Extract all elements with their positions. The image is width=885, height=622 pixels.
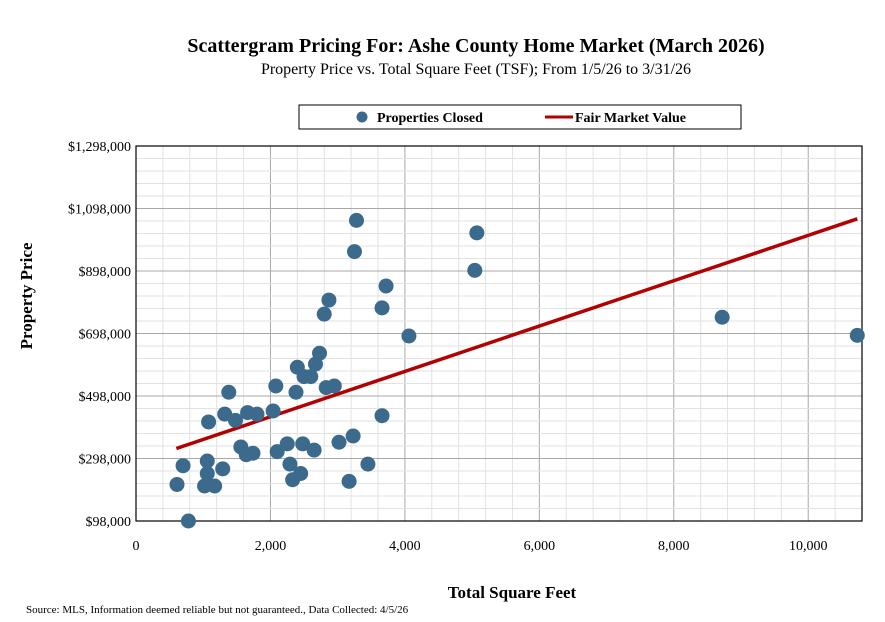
data-point <box>199 453 215 469</box>
data-point <box>348 212 364 228</box>
data-point <box>288 384 304 400</box>
data-point <box>374 408 390 424</box>
data-point <box>175 458 191 474</box>
legend-box <box>298 104 742 130</box>
x-axis-title: Total Square Feet <box>448 583 577 602</box>
data-point <box>180 513 196 529</box>
legend-label-fair-market-value: Fair Market Value <box>575 111 686 126</box>
x-tick-label: 4,000 <box>389 539 421 554</box>
data-point <box>331 434 347 450</box>
data-point <box>303 369 319 385</box>
data-point <box>199 466 215 481</box>
data-point <box>306 442 322 458</box>
y-tick-label: $98,000 <box>86 515 132 530</box>
data-point <box>293 466 309 481</box>
y-tick-label: $698,000 <box>79 328 132 343</box>
x-tick-labels: 0 2,000 4,000 6,000 8,000 10,000 <box>133 539 828 554</box>
data-point <box>316 306 332 322</box>
data-point <box>279 436 295 452</box>
legend-marker-properties-closed <box>356 111 368 123</box>
data-point <box>374 300 390 316</box>
data-point <box>360 456 376 472</box>
data-point <box>245 445 261 461</box>
y-axis-title: Property Price <box>17 242 36 349</box>
data-point <box>249 406 265 422</box>
legend-label-properties-closed: Properties Closed <box>377 111 483 126</box>
data-point <box>326 378 342 394</box>
data-point <box>321 292 337 308</box>
x-tick-label: 0 <box>133 539 140 554</box>
x-tick-label: 8,000 <box>658 539 690 554</box>
y-tick-label: $1,098,000 <box>68 203 131 218</box>
y-tick-label: $898,000 <box>79 265 132 280</box>
data-point <box>265 403 281 419</box>
data-point <box>341 473 357 489</box>
data-point <box>714 309 730 325</box>
data-point <box>467 262 483 278</box>
data-point <box>269 444 285 460</box>
data-point <box>282 456 298 472</box>
x-tick-label: 6,000 <box>524 539 556 554</box>
data-point <box>268 378 284 394</box>
grid <box>136 146 862 521</box>
chart-title: Scattergram Pricing For: Ashe County Hom… <box>187 35 764 57</box>
chart-subtitle: Property Price vs. Total Square Feet (TS… <box>261 61 691 78</box>
y-tick-label: $298,000 <box>79 453 132 468</box>
data-point <box>401 328 417 344</box>
y-tick-label: $498,000 <box>79 390 132 405</box>
data-point <box>215 461 231 477</box>
data-point <box>221 384 237 400</box>
data-point <box>378 278 394 294</box>
legend: Properties Closed Fair Market Value <box>298 104 742 130</box>
x-tick-label: 10,000 <box>789 539 828 554</box>
data-point <box>295 436 311 452</box>
fair-market-value-series <box>175 217 858 451</box>
source-note: Source: MLS, Information deemed reliable… <box>26 604 409 616</box>
data-point <box>346 244 362 260</box>
data-point <box>312 345 328 361</box>
fair-market-value-line <box>175 217 858 451</box>
properties-closed-series <box>169 212 865 529</box>
x-tick-label: 2,000 <box>255 539 287 554</box>
data-point <box>207 478 223 494</box>
data-point <box>201 414 217 430</box>
data-point <box>169 476 185 492</box>
data-point <box>469 225 485 241</box>
data-point <box>849 327 865 343</box>
data-point <box>345 428 361 444</box>
y-tick-labels: $98,000 $298,000 $498,000 $698,000 $898,000 $… <box>68 140 131 530</box>
data-point <box>227 412 243 428</box>
y-tick-label: $1,298,000 <box>68 140 131 155</box>
